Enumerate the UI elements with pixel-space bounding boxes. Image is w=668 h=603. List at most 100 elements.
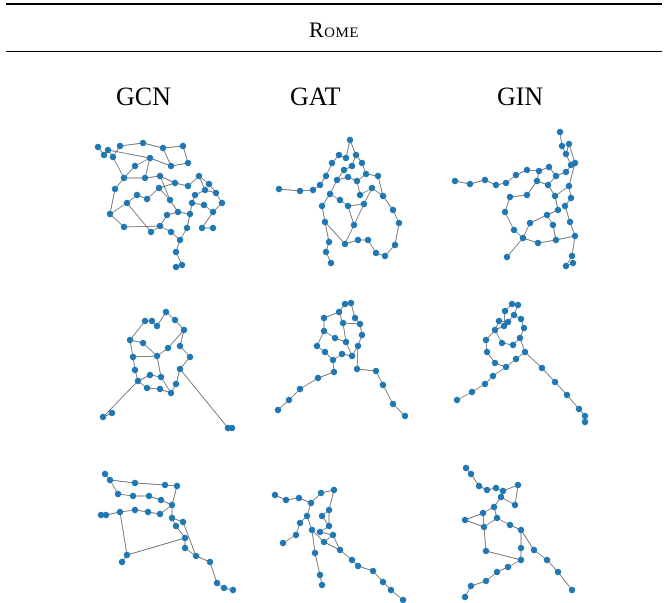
graph-edge [377,175,384,197]
graph-node [358,159,366,167]
graph-node [292,531,300,539]
graph-edge [299,377,319,390]
graph-node [351,314,359,322]
graph-node [517,556,525,564]
graph-edge [159,175,171,201]
graph-node [209,208,217,216]
graph-edge [119,511,128,556]
graph-node [336,546,344,554]
graph-node [554,568,562,576]
graph-node [483,486,491,494]
graph-node [139,139,147,147]
graph-node [358,331,366,339]
graph-edge [485,550,522,561]
graph-node [340,166,348,174]
graph-node [481,176,489,184]
graph-node [311,549,319,557]
graph-panel-gin-1 [451,128,579,270]
graph-node [401,412,409,420]
graph-node [308,526,316,534]
graph-edge [162,145,184,149]
graph-edge [382,384,394,405]
graph-node [379,192,387,200]
graph-node [475,482,483,490]
graph-node [389,400,397,408]
graph-node [275,185,283,193]
graph-node [320,327,328,335]
graph-node [330,486,338,494]
graph-node [506,521,514,529]
graph-node [502,363,510,371]
graph-edge [557,571,573,591]
graph-node [490,503,498,511]
graph-node [316,528,324,536]
graph-node [551,378,559,386]
graph-node [206,558,214,566]
graph-node [192,552,200,560]
graph-node [313,342,321,350]
graph-node [556,128,564,136]
graph-node [462,464,470,472]
graph-panel-gat-1 [275,136,403,267]
graph-node [274,406,282,414]
graph-node [153,352,161,360]
graph-panel-gin-3 [461,464,576,601]
graph-edge [324,221,346,245]
graph-node [141,317,149,325]
graph-node [504,318,512,326]
graph-node [480,523,488,531]
graph-node [120,223,128,231]
graph-node [325,238,333,246]
graph-node [285,396,293,404]
graph-edge [464,512,484,521]
graph-node [179,518,187,526]
graph-edge [109,188,116,215]
graph-panel-gat-2 [274,299,409,420]
graph-node [99,413,107,421]
graph-node [581,412,589,420]
graph-node [489,372,497,380]
column-header-gin: GIN [497,82,544,111]
graph-node [543,211,551,219]
graph-node [326,190,334,198]
graph-node [514,301,522,309]
graph-node [482,547,490,555]
graph-node [156,385,164,393]
graph-edge [328,489,335,511]
graph-node [482,336,490,344]
graph-node [191,191,199,199]
graph-node [131,479,139,487]
graph-node [296,385,304,393]
graph-node [143,195,151,203]
graph-node [126,336,134,344]
graph-node [180,326,188,334]
graph-node [186,353,194,361]
graph-node [328,159,336,167]
graph-node [168,514,176,522]
graph-edge [356,345,359,370]
graph-node [568,586,576,594]
graph-node [296,187,304,195]
graph-node [517,526,525,534]
graph-node [171,316,179,324]
graph-node [147,228,155,236]
graph-edge [464,519,485,528]
graph-edge [179,368,229,429]
graph-node [368,184,376,192]
graph-node [129,492,137,500]
graph-node [174,208,182,216]
graph-node [552,172,560,180]
graph-node [372,367,380,375]
graph-node [200,201,208,209]
graph-edge [514,484,519,506]
graph-node [167,389,175,397]
graph-node [451,177,459,185]
graph-node [120,174,128,182]
graph-node [492,181,500,189]
graph-node [342,338,350,346]
graph-node [339,319,347,327]
graph-node [153,322,161,330]
graph-node [134,377,142,385]
graph-node [336,196,344,204]
